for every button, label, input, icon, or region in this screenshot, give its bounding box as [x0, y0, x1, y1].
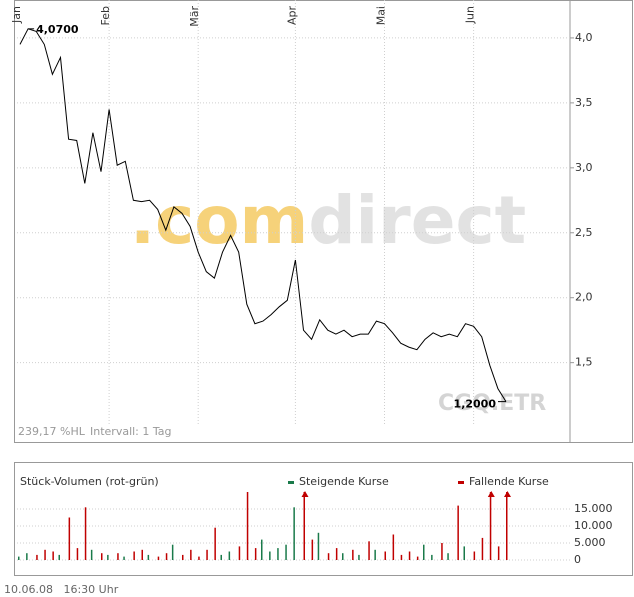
- volume-bar: [238, 546, 241, 560]
- x-tick-label: Jan: [10, 6, 23, 24]
- volume-bar: [317, 532, 320, 560]
- volume-bar: [489, 492, 492, 560]
- volume-bar: [254, 548, 257, 560]
- overflow-arrow: [301, 491, 309, 497]
- value-label: 1,2000: [454, 398, 497, 411]
- volume-bar: [303, 492, 305, 560]
- volume-title: Stück-Volumen (rot-grün): [20, 475, 159, 488]
- volume-bars: [18, 492, 508, 560]
- watermark-part: .com: [130, 182, 308, 259]
- volume-bar: [374, 549, 376, 560]
- x-tick-label: Jun: [464, 6, 477, 24]
- legend-label: Steigende Kurse: [299, 475, 389, 488]
- volume-bar: [171, 544, 174, 560]
- x-tick-label: Apr: [285, 6, 298, 26]
- volume-bar: [58, 554, 60, 560]
- volume-bar: [101, 553, 103, 560]
- volume-bar: [123, 556, 125, 560]
- volume-bar: [408, 551, 411, 560]
- watermark: .comdirect: [130, 182, 526, 259]
- volume-bar: [147, 554, 150, 560]
- volume-bar: [18, 556, 20, 560]
- volume-bar: [392, 534, 395, 560]
- y-tick-label: 4,0: [575, 31, 593, 44]
- volume-bar: [84, 507, 87, 560]
- value-label: 4,0700: [36, 23, 79, 36]
- volume-bar: [481, 537, 484, 560]
- volume-bar: [285, 544, 287, 560]
- volume-bar: [261, 539, 263, 560]
- volume-bar: [358, 554, 360, 560]
- volume-bar: [463, 546, 465, 560]
- volume-bar: [157, 556, 160, 560]
- volume-bar: [228, 551, 231, 560]
- volume-bar: [441, 543, 443, 560]
- price-panel: [14, 0, 633, 443]
- y-tick-label: 1,5: [575, 356, 593, 369]
- y-tick-label: 2,0: [575, 291, 593, 304]
- volume-bar: [133, 551, 135, 560]
- volume-bar: [68, 517, 71, 560]
- overflow-arrow: [487, 491, 495, 497]
- volume-bar: [76, 548, 79, 560]
- volume-bar: [342, 553, 344, 560]
- legend-swatch: [288, 481, 294, 484]
- watermark-part: direct: [308, 182, 526, 259]
- volume-bar: [497, 546, 500, 560]
- volume-bar: [335, 548, 338, 560]
- volume-bar: [431, 554, 433, 560]
- volume-bar: [506, 492, 508, 560]
- footnote: 239,17 %HL: [18, 425, 86, 438]
- x-tick-label: Mär: [188, 6, 201, 27]
- volume-bar: [400, 554, 403, 560]
- volume-bar: [198, 556, 200, 560]
- y-tick-label: 10.000: [574, 519, 613, 532]
- symbol: CGQ.ETR: [438, 391, 546, 416]
- volume-bar: [246, 492, 249, 560]
- volume-bar: [220, 554, 222, 560]
- y-tick-label: 15.000: [574, 502, 613, 515]
- y-tick-label: 3,5: [575, 96, 593, 109]
- y-tick-label: 3,0: [575, 161, 593, 174]
- volume-bar: [52, 551, 54, 560]
- volume-bar: [190, 549, 192, 560]
- legend-swatch: [458, 481, 464, 484]
- volume-bar: [293, 507, 295, 560]
- footnote: Intervall: 1 Tag: [90, 425, 172, 438]
- volume-bar: [473, 551, 476, 560]
- volume-bar: [423, 544, 425, 560]
- volume-bar: [182, 554, 184, 560]
- footer: 10.06.08 16:30 Uhr: [4, 583, 119, 596]
- x-tick-label: Feb: [99, 6, 112, 25]
- y-tick-label: 2,5: [575, 226, 593, 239]
- volume-bar: [311, 539, 314, 560]
- volume-bar: [26, 553, 28, 560]
- volume-bar: [277, 548, 279, 560]
- volume-bar: [117, 553, 119, 560]
- volume-bar: [368, 541, 370, 560]
- volume-bar: [90, 549, 93, 560]
- volume-bar: [457, 505, 459, 560]
- volume-bar: [36, 554, 38, 560]
- y-tick-label: 0: [574, 553, 581, 566]
- volume-bar: [416, 556, 419, 560]
- volume-bar: [44, 549, 46, 560]
- volume-bar: [141, 549, 143, 560]
- volume-bar: [327, 553, 330, 560]
- x-tick-label: Mai: [375, 6, 388, 25]
- volume-bar: [384, 551, 386, 560]
- y-tick-label: 5.000: [574, 536, 606, 549]
- volume-bar: [214, 527, 216, 560]
- volume-bar: [165, 553, 168, 560]
- volume-bar: [269, 551, 271, 560]
- volume-bar: [206, 549, 208, 560]
- volume-bar: [107, 554, 109, 560]
- volume-bar: [447, 553, 449, 560]
- volume-bar: [352, 549, 354, 560]
- legend-label: Fallende Kurse: [469, 475, 549, 488]
- overflow-arrow: [504, 491, 511, 497]
- price-line: [19, 28, 507, 402]
